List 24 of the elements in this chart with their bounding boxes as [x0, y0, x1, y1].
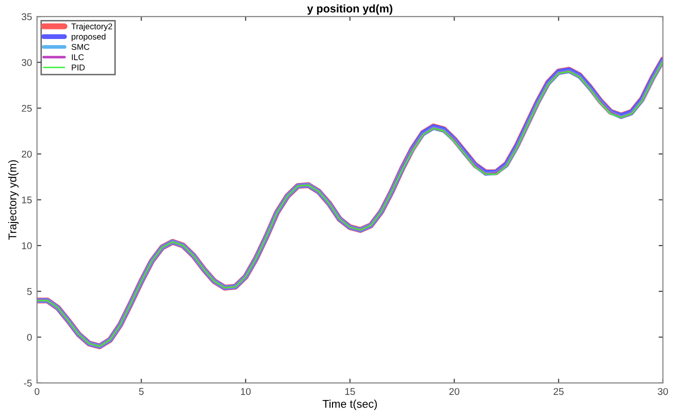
y-tick-label: 20: [22, 150, 32, 158]
legend-label: PID: [72, 64, 85, 70]
x-tick-label: 30: [658, 388, 668, 395]
x-tick-label: 5: [139, 388, 144, 395]
x-tick-label: 20: [449, 388, 460, 395]
y-tick-label: 35: [22, 13, 32, 20]
y-tick-label: 10: [22, 242, 32, 250]
x-tick-label: 10: [240, 388, 251, 395]
x-tick-label: 25: [554, 388, 564, 395]
y-tick-label: 25: [22, 104, 32, 112]
legend-label: Trajectory2: [71, 23, 112, 31]
y-tick-label: 5: [27, 288, 32, 295]
y-tick-label: -5: [24, 380, 32, 387]
x-axis-title: Time t(sec): [322, 400, 377, 410]
x-tick-label: 15: [345, 388, 355, 395]
y-tick-label: 0: [27, 334, 32, 341]
legend-label: proposed: [72, 33, 106, 42]
legend-label: ILC: [72, 54, 84, 60]
chart-title: y position yd(m): [307, 4, 392, 15]
y-axis-title: Trajectory yd(m): [8, 160, 19, 240]
x-tick-label: 0: [34, 388, 40, 395]
legend-label: SMC: [72, 44, 90, 50]
y-tick-label: 30: [22, 59, 32, 66]
y-tick-label: 15: [22, 196, 32, 204]
